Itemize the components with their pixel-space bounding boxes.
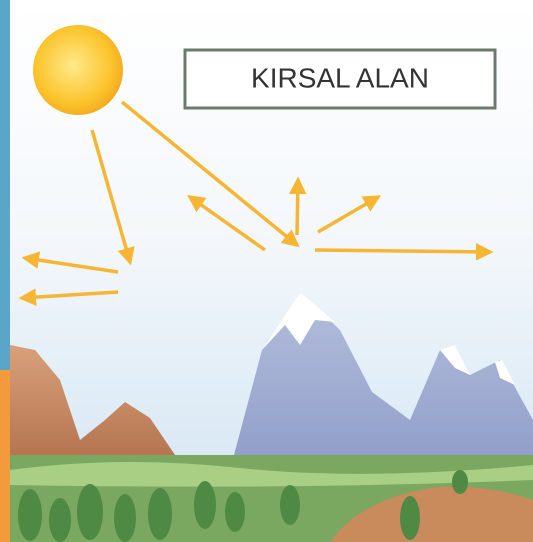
sun: [33, 25, 123, 115]
illustration: KIRSAL ALAN: [0, 0, 533, 542]
left-strip-accent: [0, 370, 10, 542]
label: KIRSAL ALAN: [251, 62, 429, 93]
